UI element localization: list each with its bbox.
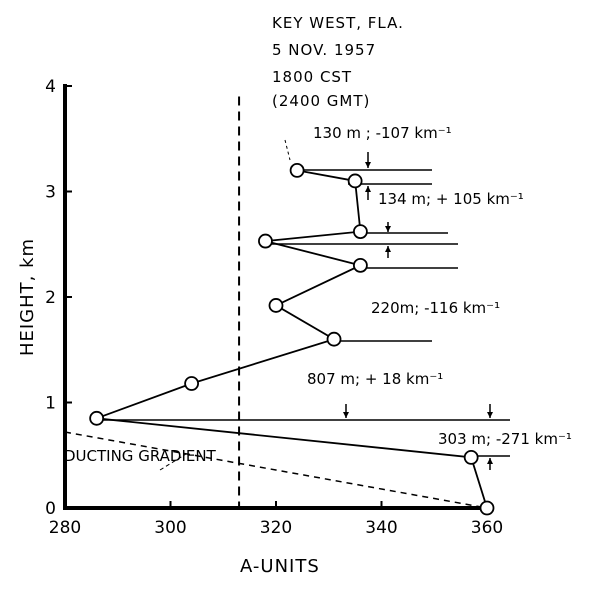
y-tick-label-2: 2: [45, 288, 56, 308]
chart-title-line-1: KEY WEST, FLA.: [272, 14, 404, 32]
data-point-5: [326, 331, 342, 347]
annotation-134m: 134 m; + 105 km⁻¹: [378, 190, 524, 208]
arrow-134m-head: [365, 186, 371, 192]
leader-130m: [284, 139, 291, 161]
data-point-7: [352, 257, 368, 273]
y-tick-label-3: 3: [45, 183, 56, 203]
y-tick-label-1: 1: [45, 394, 56, 414]
annotation-807m: 807 m; + 18 km⁻¹: [307, 370, 443, 388]
arrow-220m-top-head: [385, 226, 391, 232]
x-tick-label-300: 300: [154, 518, 186, 538]
y-tick-label-0: 0: [45, 499, 56, 519]
ducting-gradient-label: DUCTING GRADIENT: [64, 447, 217, 465]
arrow-807m-right-head: [487, 412, 493, 418]
x-tick-label-280: 280: [49, 518, 81, 538]
y-tick-label-4: 4: [45, 77, 56, 97]
data-point-4: [184, 376, 200, 391]
y-axis-title: HEIGHT, km: [17, 238, 38, 356]
data-point-2: [463, 449, 479, 465]
chart-title-line-4: (2400 GMT): [272, 92, 370, 110]
x-tick-label-340: 340: [365, 518, 397, 538]
ducting-gradient-line: [64, 431, 488, 509]
data-point-1: [479, 500, 495, 516]
data-point-11: [289, 162, 305, 178]
data-point-3: [89, 410, 105, 426]
data-point-10: [347, 173, 363, 189]
arrow-807m-head: [343, 412, 349, 418]
arrow-303m-head: [487, 458, 493, 464]
x-axis-title: A-UNITS: [240, 556, 320, 577]
annotation-220m: 220m; -116 km⁻¹: [371, 299, 500, 317]
arrow-130m-head: [365, 162, 371, 168]
data-point-9: [352, 224, 368, 239]
ducting-gradient-leader: [159, 453, 187, 471]
data-point-6: [268, 298, 284, 313]
data-point-8: [258, 233, 273, 249]
x-tick-label-360: 360: [471, 518, 503, 538]
chart-title-line-2: 5 NOV. 1957: [272, 41, 376, 59]
arrow-220m-bot-head: [385, 246, 391, 252]
chart-title-line-3: 1800 CST: [272, 68, 352, 86]
annotation-130m: 130 m ; -107 km⁻¹: [313, 124, 452, 142]
annotation-303m: 303 m; -271 km⁻¹: [438, 430, 572, 448]
x-tick-label-320: 320: [260, 518, 292, 538]
